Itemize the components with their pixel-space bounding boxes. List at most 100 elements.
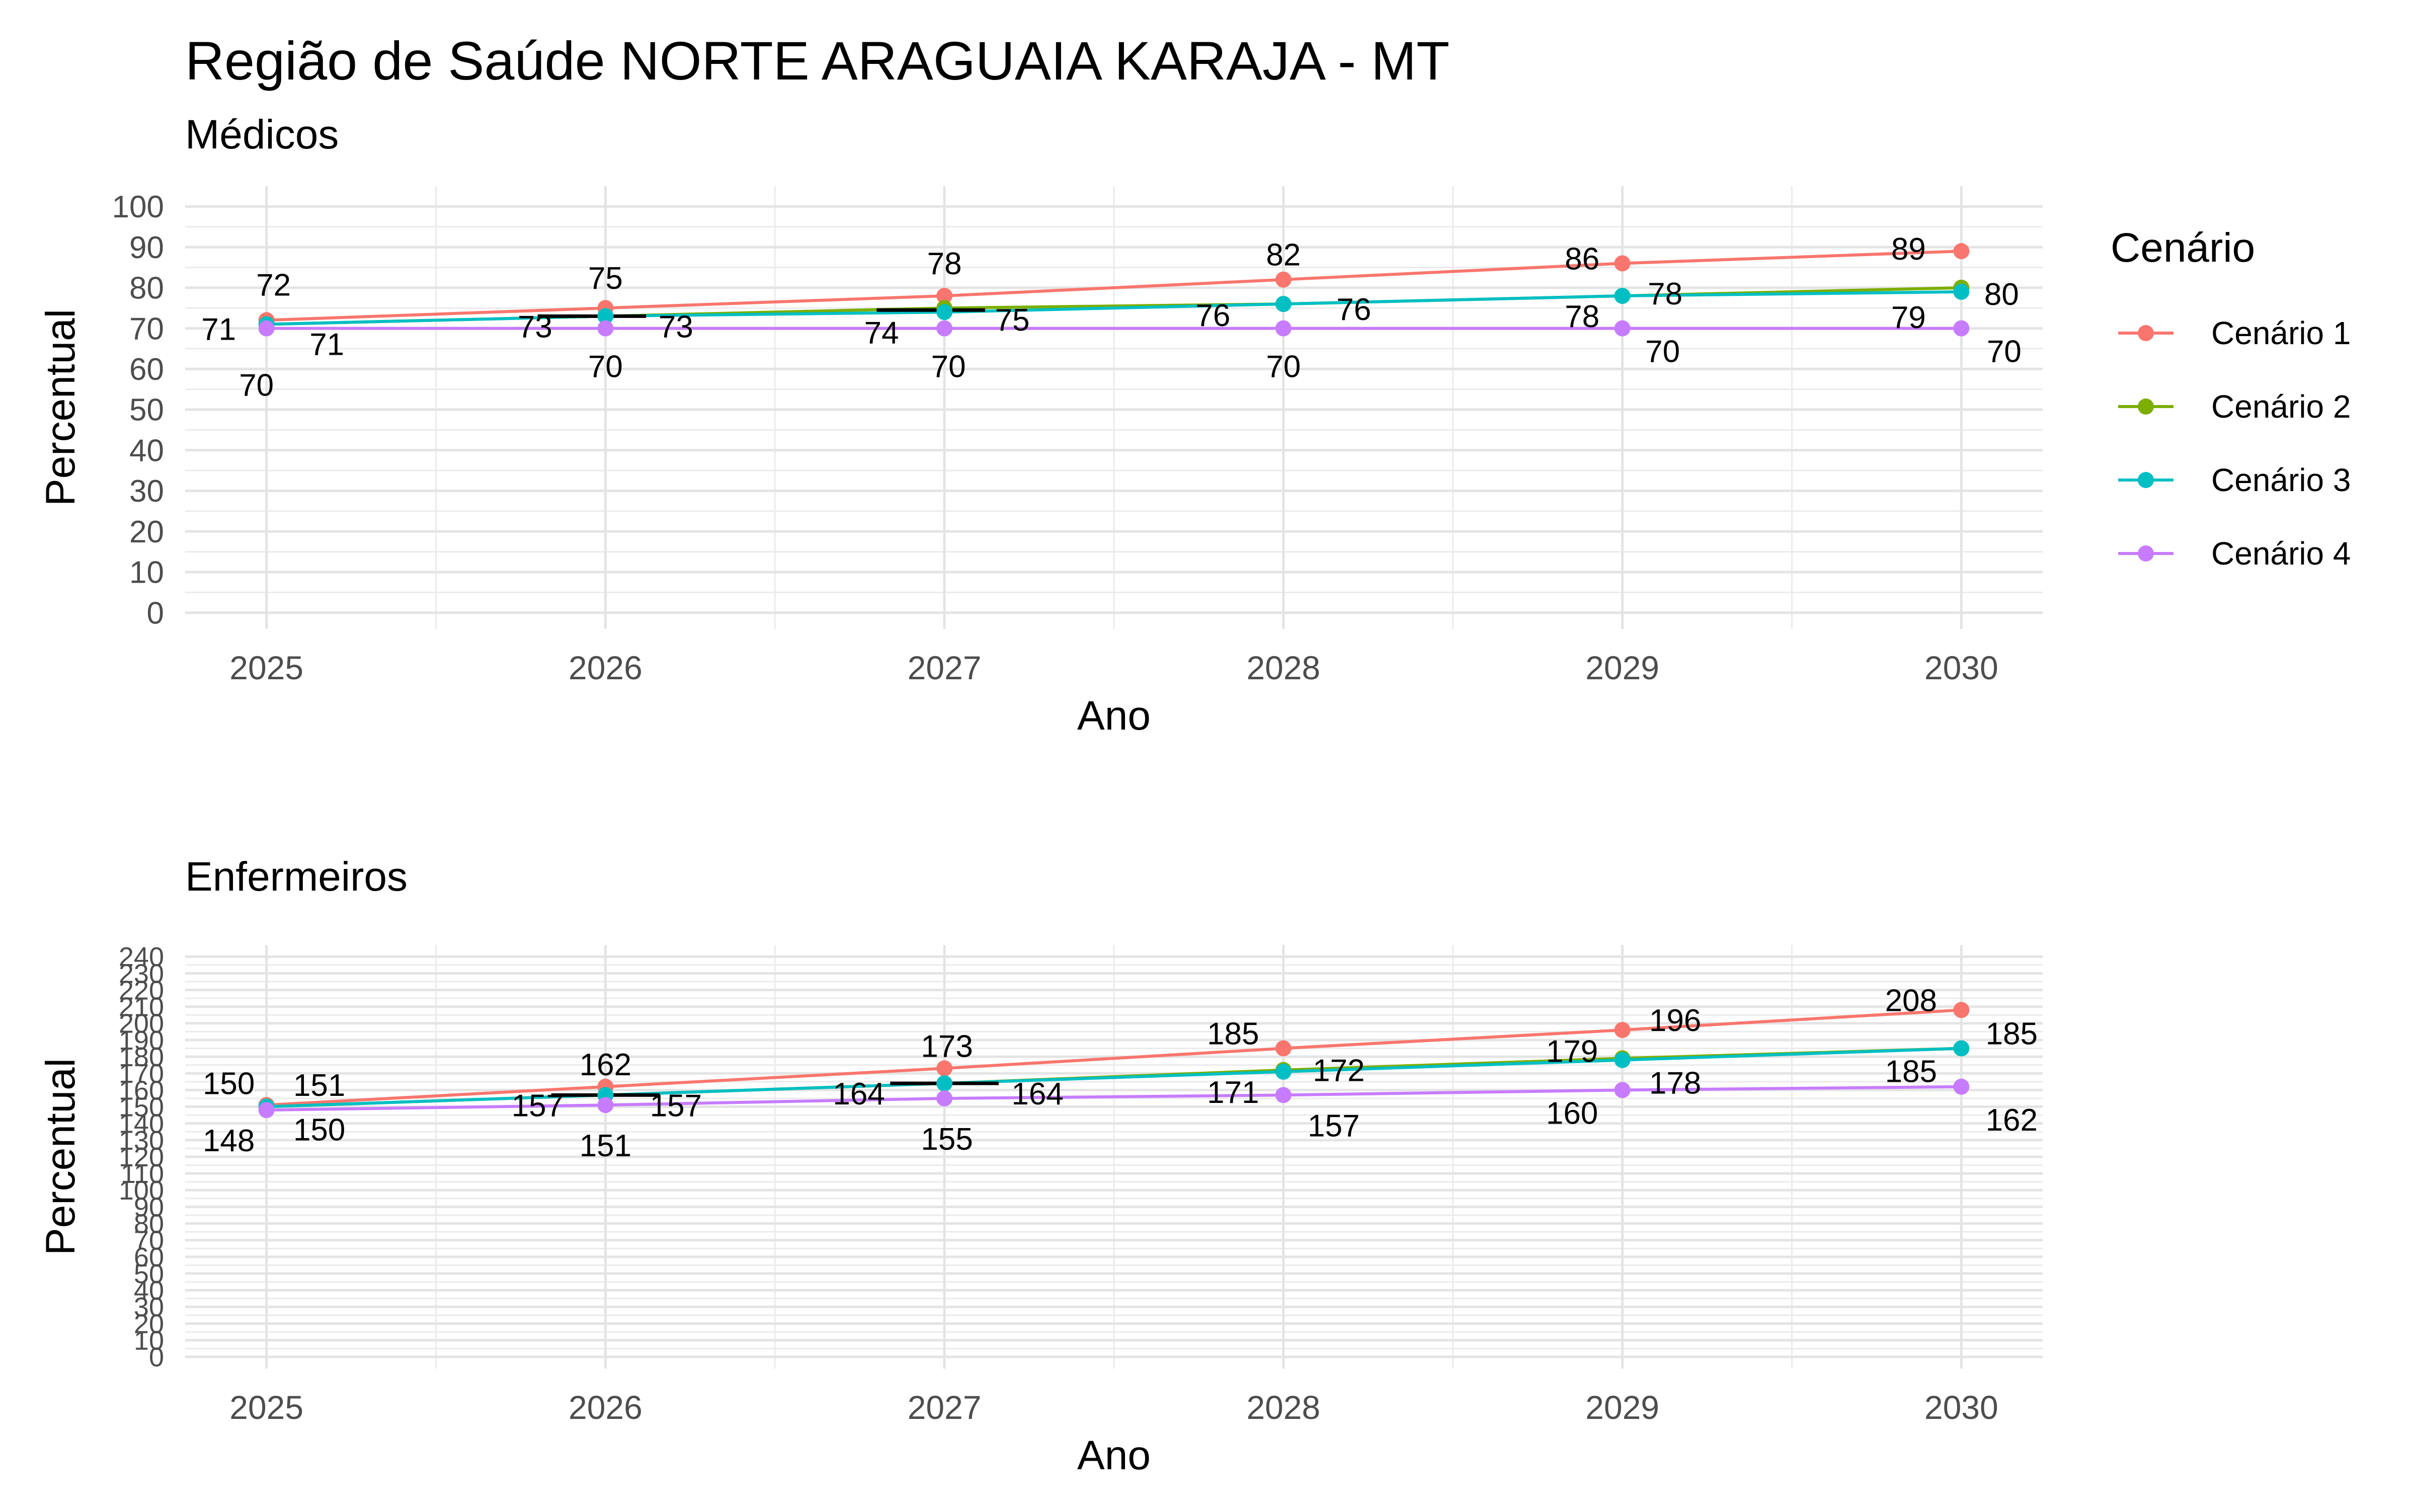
y-tick-label: 180 (119, 1042, 164, 1072)
x-tick-label: 2029 (1585, 649, 1659, 686)
data-label: 73 (518, 309, 552, 344)
data-label: 71 (309, 327, 344, 362)
x-axis-label: Ano (1077, 693, 1151, 739)
y-axis-label: Percentual (38, 309, 84, 506)
data-label: 150 (293, 1113, 345, 1148)
data-label: 89 (1891, 232, 1926, 267)
y-axis-label: Percentual (38, 1058, 84, 1255)
data-point (1953, 1078, 1970, 1095)
data-label: 172 (1313, 1054, 1364, 1088)
data-label: 173 (921, 1029, 973, 1064)
legend-item: Cenário 3 (2118, 462, 2351, 498)
data-point (1275, 271, 1292, 288)
y-tick-label: 90 (134, 1192, 164, 1222)
y-tick-label: 50 (134, 1259, 164, 1289)
data-point (597, 308, 614, 325)
data-point (1614, 1052, 1631, 1068)
y-tick-label: 240 (119, 942, 164, 972)
x-tick-label: 2027 (908, 1389, 982, 1426)
legend-item: Cenário 1 (2118, 315, 2351, 351)
x-tick-label: 2027 (908, 649, 982, 686)
series-line (266, 250, 1962, 322)
data-point (1953, 1040, 1970, 1057)
y-tick-label: 210 (119, 992, 164, 1022)
data-label: 178 (1649, 1066, 1701, 1101)
y-tick-label: 10 (129, 555, 164, 590)
series-points (258, 1002, 1970, 1119)
data-label: 75 (995, 303, 1030, 338)
data-label: 151 (580, 1129, 631, 1163)
panel-2: Enfermeiros01020304050607080901001101201… (38, 854, 2043, 1478)
x-tick-label: 2028 (1246, 1389, 1320, 1426)
y-tick-label: 30 (134, 1292, 164, 1322)
data-label: 185 (1207, 1017, 1259, 1052)
data-label: 157 (650, 1088, 702, 1123)
x-tick-label: 2030 (1924, 649, 1998, 686)
y-tick-label: 30 (129, 474, 164, 509)
data-label: 157 (512, 1088, 564, 1123)
legend-key-point (2138, 545, 2154, 562)
data-label: 157 (1308, 1108, 1359, 1143)
series-lines (266, 1008, 1962, 1112)
data-point (258, 320, 275, 337)
data-point (936, 304, 953, 321)
x-tick-label: 2026 (569, 649, 642, 686)
y-tick-label: 110 (121, 1159, 164, 1189)
data-label: 185 (1885, 1055, 1937, 1089)
y-tick-label: 160 (119, 1075, 164, 1105)
data-label: 70 (1266, 350, 1301, 384)
x-tick-label: 2029 (1585, 1389, 1659, 1426)
data-label: 70 (239, 368, 274, 403)
data-label: 155 (921, 1122, 973, 1157)
x-tick-label: 2025 (229, 1389, 303, 1426)
x-tick-label: 2026 (569, 1389, 642, 1426)
data-label: 150 (203, 1067, 255, 1101)
data-point (258, 1102, 275, 1119)
series-points (258, 243, 1970, 337)
legend-key-point (2138, 325, 2154, 341)
grid (185, 186, 2043, 629)
y-tick-label: 0 (149, 1342, 164, 1373)
y-tick-label: 0 (147, 596, 164, 630)
y-tick-label: 60 (129, 352, 164, 387)
data-label: 78 (927, 247, 962, 281)
legend: Cenário Cenário 1 Cenário 2 Cenário 3 Cenári… (2111, 225, 2351, 572)
data-label: 79 (1891, 300, 1926, 335)
data-point (1275, 1087, 1292, 1103)
data-point (1953, 320, 1970, 337)
y-tick-label: 60 (134, 1242, 164, 1272)
chart-title: Região de Saúde NORTE ARAGUAIA KARAJA - … (185, 30, 1450, 91)
data-point (1953, 1002, 1970, 1018)
series-line (266, 1085, 1962, 1112)
data-label: 148 (203, 1124, 255, 1158)
legend-key-point (2138, 472, 2154, 488)
y-tick-label: 200 (119, 1009, 164, 1039)
grid (185, 945, 2043, 1369)
data-label: 208 (1885, 983, 1937, 1018)
data-label: 171 (1207, 1075, 1259, 1110)
x-tick-label: 2025 (229, 649, 303, 686)
y-tick-label: 80 (129, 271, 164, 306)
y-tick-label: 120 (119, 1142, 164, 1172)
y-tick-label: 20 (129, 515, 164, 549)
data-label: 71 (201, 312, 236, 347)
data-label: 86 (1565, 242, 1599, 276)
y-tick-label: 70 (129, 311, 164, 346)
series-line (266, 1047, 1962, 1108)
data-label: 78 (1648, 277, 1682, 311)
data-point (1614, 255, 1631, 272)
data-point (597, 1097, 614, 1113)
data-point (936, 1090, 953, 1106)
legend-label: Cenário 3 (2211, 462, 2351, 498)
data-label: 70 (1645, 335, 1680, 369)
data-label: 74 (864, 315, 899, 350)
data-point (1953, 243, 1970, 260)
y-tick-label: 70 (134, 1226, 164, 1256)
legend-label: Cenário 2 (2211, 388, 2351, 425)
data-label: 196 (1649, 1003, 1701, 1038)
data-label: 76 (1195, 298, 1230, 333)
data-point (936, 287, 953, 304)
data-point (936, 1060, 953, 1077)
